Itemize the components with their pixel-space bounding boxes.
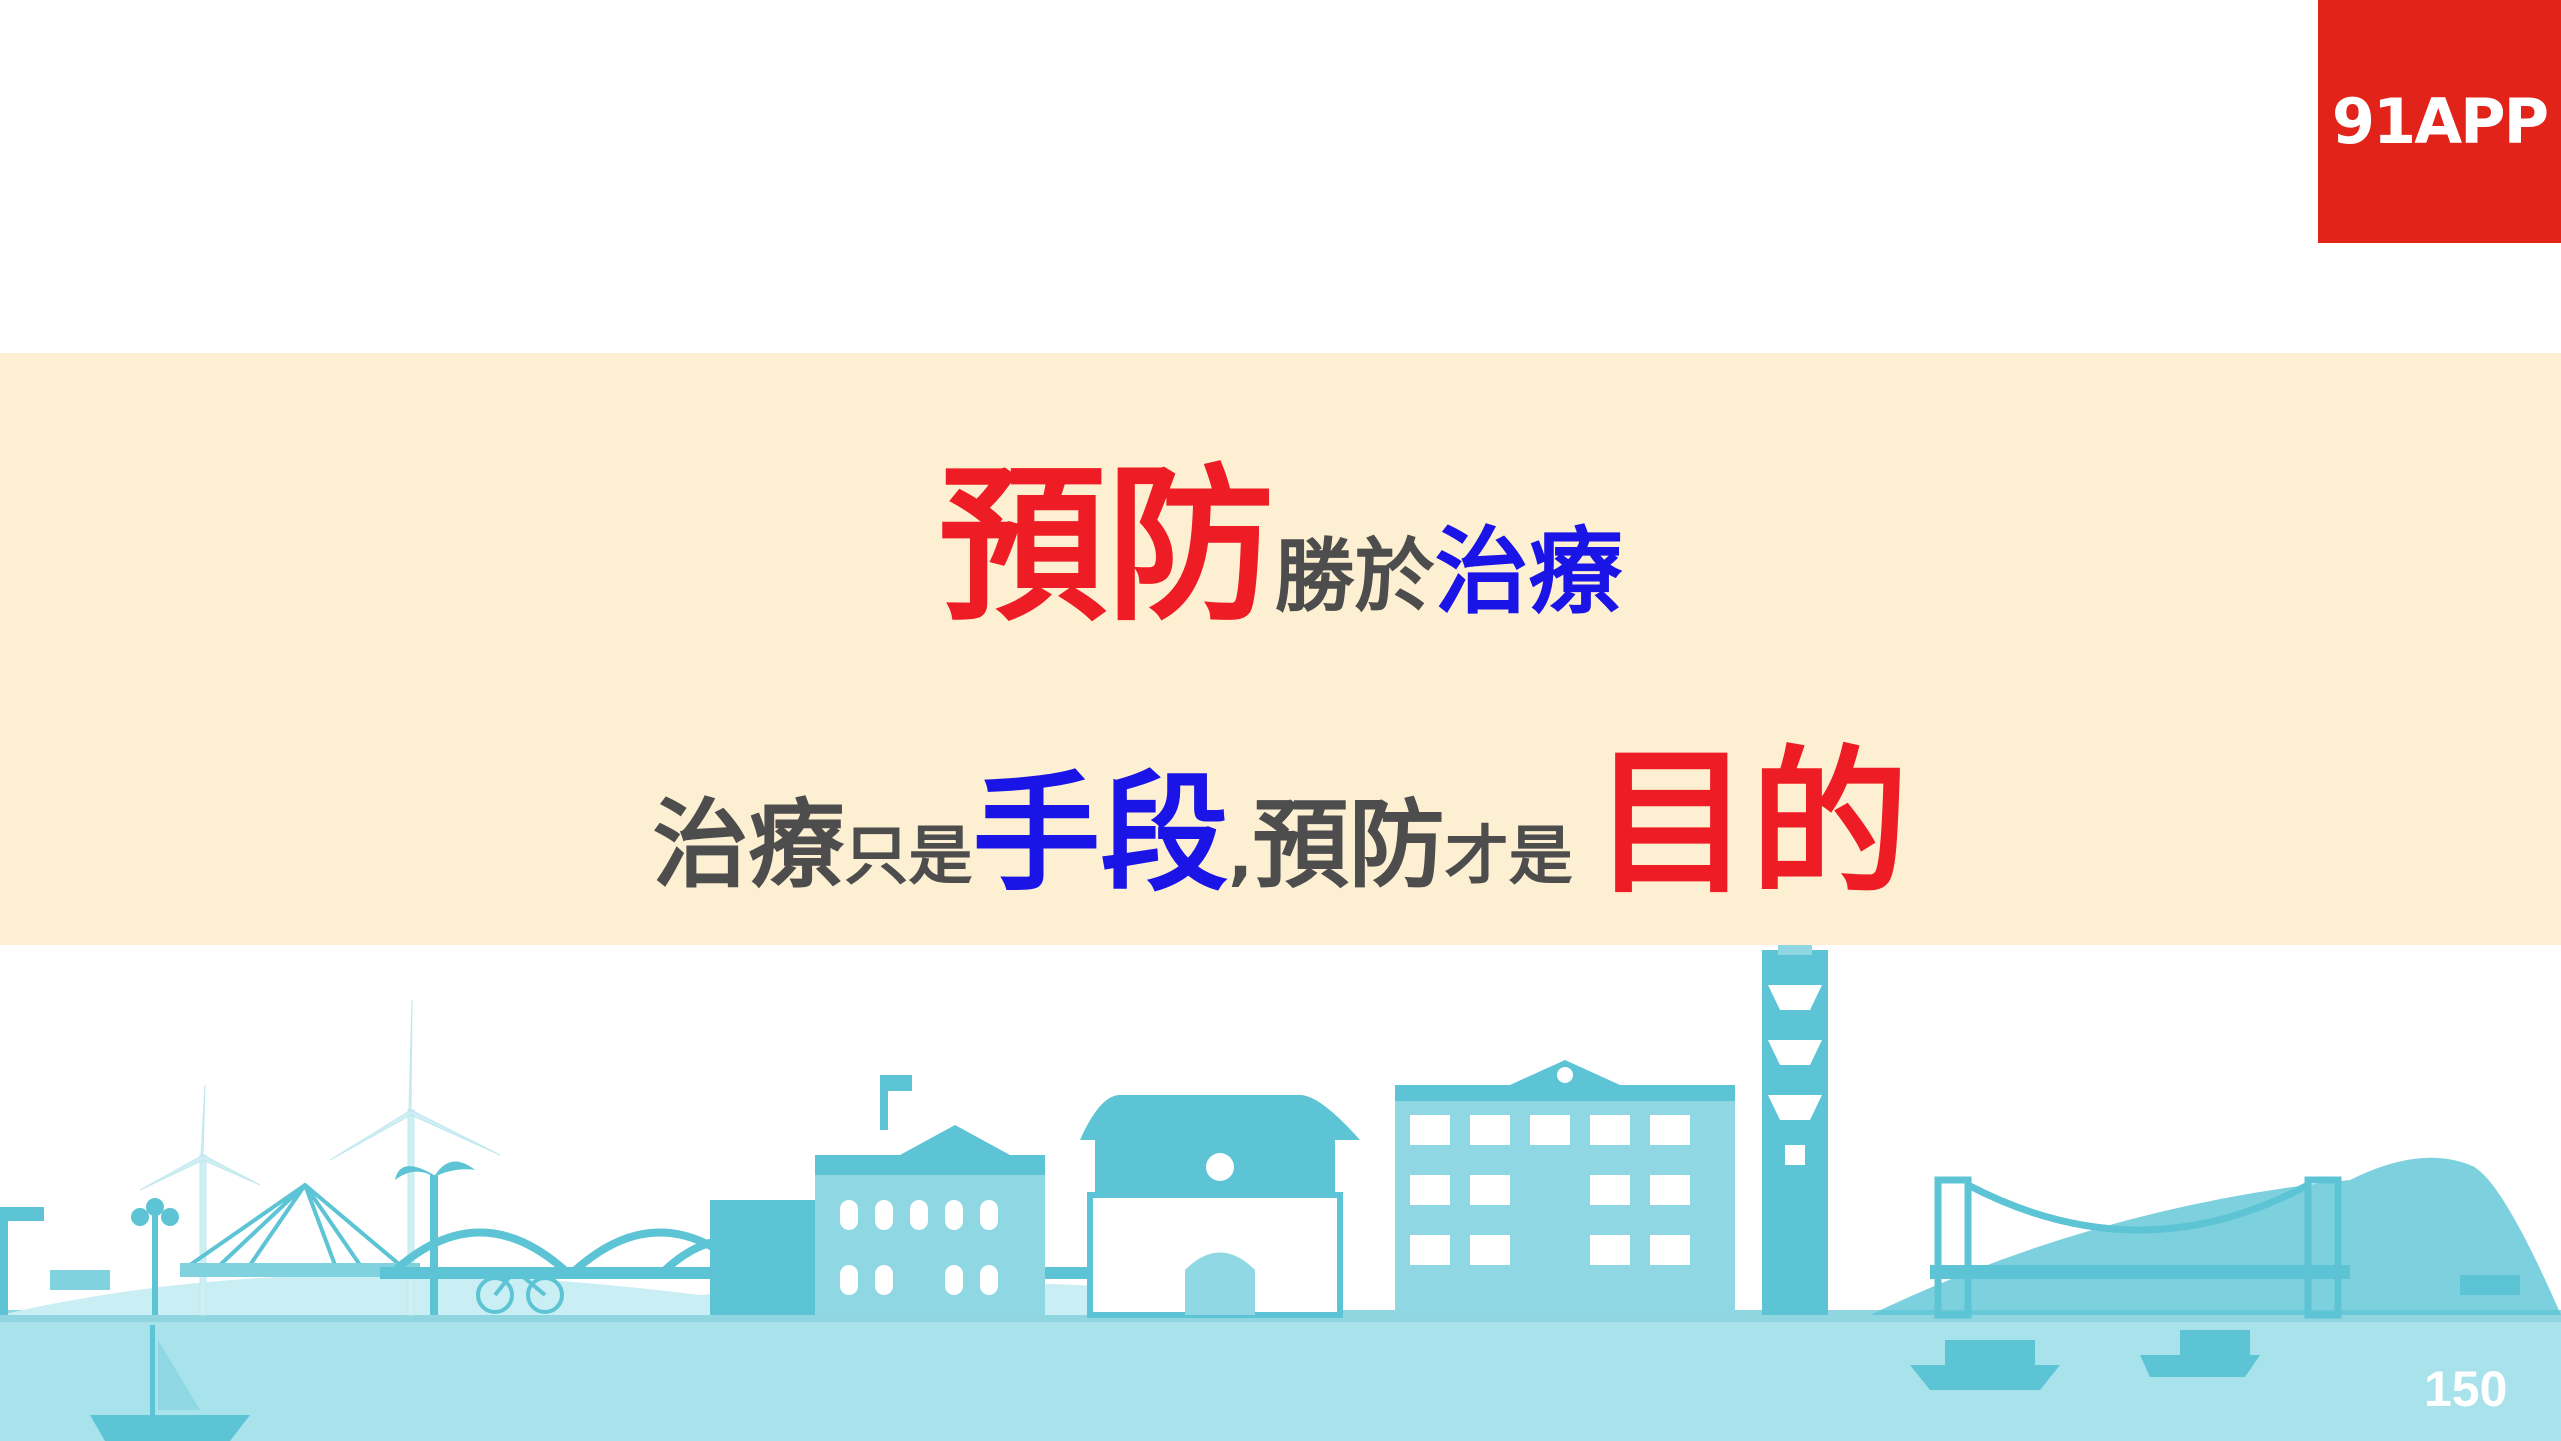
mountain xyxy=(1870,1157,2561,1315)
bicycle xyxy=(476,1267,564,1314)
colonial-building xyxy=(815,1075,1045,1315)
subline-means: 手段 xyxy=(972,760,1229,909)
quote-banner xyxy=(0,353,2561,945)
page-number: 150 xyxy=(2424,1361,2508,1417)
headline-better-than: 勝於 xyxy=(1274,530,1435,623)
brand-logo: 91APP xyxy=(2318,0,2561,243)
street-lamp xyxy=(131,1198,179,1315)
wind-turbine-2 xyxy=(329,999,501,1316)
north-gate xyxy=(1080,1095,1360,1318)
headline-treatment: 治療 xyxy=(1434,518,1623,627)
brand-logo-text: 91APP xyxy=(2331,85,2549,158)
subline-comma: , xyxy=(1228,820,1253,894)
ferry-boat xyxy=(1910,1340,2060,1390)
taipei-101-tower xyxy=(1762,945,1828,1315)
subline-is: 才是 xyxy=(1444,820,1573,894)
water xyxy=(0,1320,2561,1441)
subline-only-is: 只是 xyxy=(844,820,973,894)
subline: 治療 只是 手段 , 預防 才是 目的 xyxy=(0,695,2561,924)
headline-prevention: 預防 xyxy=(938,448,1275,644)
cable-bridge xyxy=(180,1182,420,1277)
subline-goal: 目的 xyxy=(1592,732,1909,916)
headline: 預防 勝於 治療 xyxy=(0,410,2561,653)
museum-building xyxy=(1395,1060,1735,1315)
sailboat xyxy=(90,1325,250,1441)
city-skyline-illustration xyxy=(0,945,2561,1441)
subline-treatment: 治療 xyxy=(652,789,845,901)
wind-turbine-1 xyxy=(139,1084,261,1316)
subline-prevention: 預防 xyxy=(1252,789,1445,901)
swan-boat xyxy=(2140,1330,2260,1377)
